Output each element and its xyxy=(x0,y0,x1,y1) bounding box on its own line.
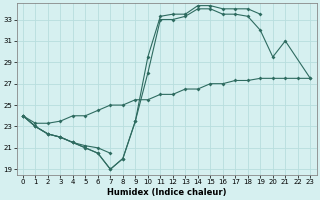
X-axis label: Humidex (Indice chaleur): Humidex (Indice chaleur) xyxy=(107,188,226,197)
